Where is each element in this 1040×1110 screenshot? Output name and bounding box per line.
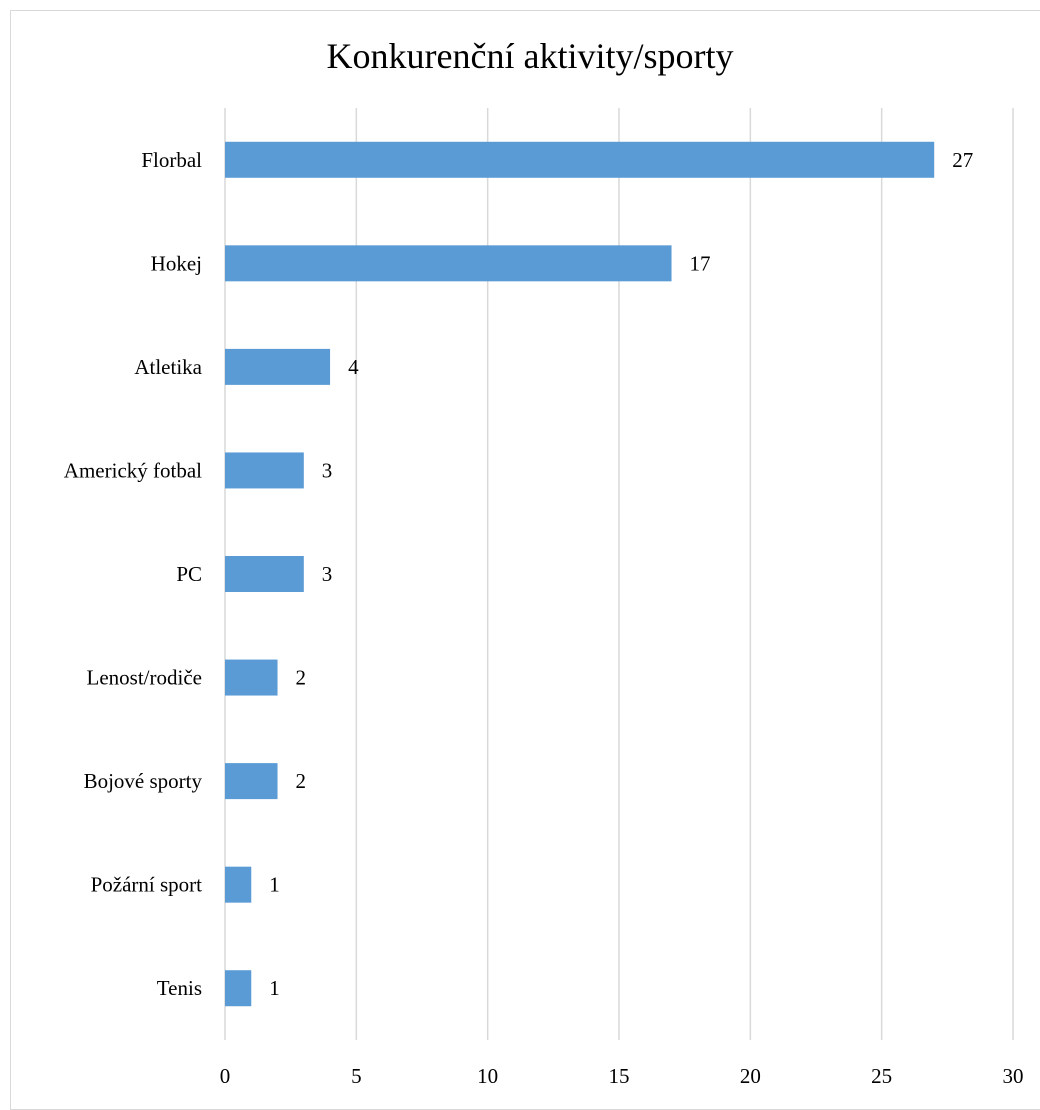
data-label: 4 xyxy=(348,355,359,379)
data-label: 3 xyxy=(322,458,333,482)
category-label: Atletika xyxy=(134,355,202,379)
bars xyxy=(225,141,935,1007)
bar xyxy=(225,348,331,385)
bar xyxy=(225,763,278,800)
data-label: 1 xyxy=(269,873,280,897)
bar xyxy=(225,452,304,489)
labels: 0 5 10 15 20 25 30 Florbal 27 Hokej 17 Atletika 4 Ame… xyxy=(64,148,1024,1088)
category-label: Bojové sporty xyxy=(84,769,203,793)
data-label: 2 xyxy=(296,666,307,690)
data-label: 1 xyxy=(269,976,280,1000)
category-label: Florbal xyxy=(141,148,202,172)
x-tick-label: 10 xyxy=(477,1064,498,1088)
data-label: 2 xyxy=(296,769,307,793)
bar xyxy=(225,141,935,178)
category-label: Požární sport xyxy=(91,873,203,897)
bar xyxy=(225,556,304,592)
data-label: 27 xyxy=(952,148,973,172)
category-label: Americký fotbal xyxy=(64,458,202,482)
bar xyxy=(225,245,672,282)
bar xyxy=(225,659,278,696)
category-label: PC xyxy=(176,562,202,586)
chart-title: Konkurenční aktivity/sporty xyxy=(326,36,734,76)
x-tick-label: 15 xyxy=(609,1064,630,1088)
category-label: Lenost/rodiče xyxy=(87,666,202,690)
x-tick-label: 0 xyxy=(220,1064,231,1088)
data-label: 17 xyxy=(690,251,711,275)
x-tick-label: 20 xyxy=(740,1064,761,1088)
category-label: Tenis xyxy=(157,976,202,1000)
category-label: Hokej xyxy=(151,251,202,275)
bar xyxy=(225,970,252,1007)
x-tick-label: 30 xyxy=(1003,1064,1024,1088)
x-tick-label: 5 xyxy=(351,1064,362,1088)
bar xyxy=(225,866,252,903)
chart-frame xyxy=(10,10,1040,1110)
x-tick-label: 25 xyxy=(871,1064,892,1088)
data-label: 3 xyxy=(322,562,333,586)
